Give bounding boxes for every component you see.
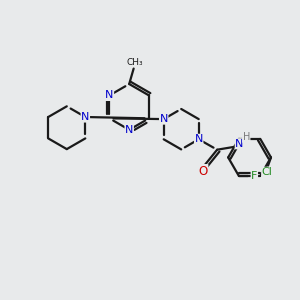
Text: Cl: Cl — [262, 167, 272, 177]
Text: N: N — [81, 112, 89, 122]
Text: CH₃: CH₃ — [127, 58, 143, 67]
Text: F: F — [251, 171, 257, 181]
Text: O: O — [199, 165, 208, 178]
Text: N: N — [105, 91, 114, 100]
Text: H: H — [243, 132, 250, 142]
Text: N: N — [160, 114, 168, 124]
Text: N: N — [194, 134, 203, 144]
Text: N: N — [125, 125, 134, 135]
Text: N: N — [235, 139, 244, 149]
